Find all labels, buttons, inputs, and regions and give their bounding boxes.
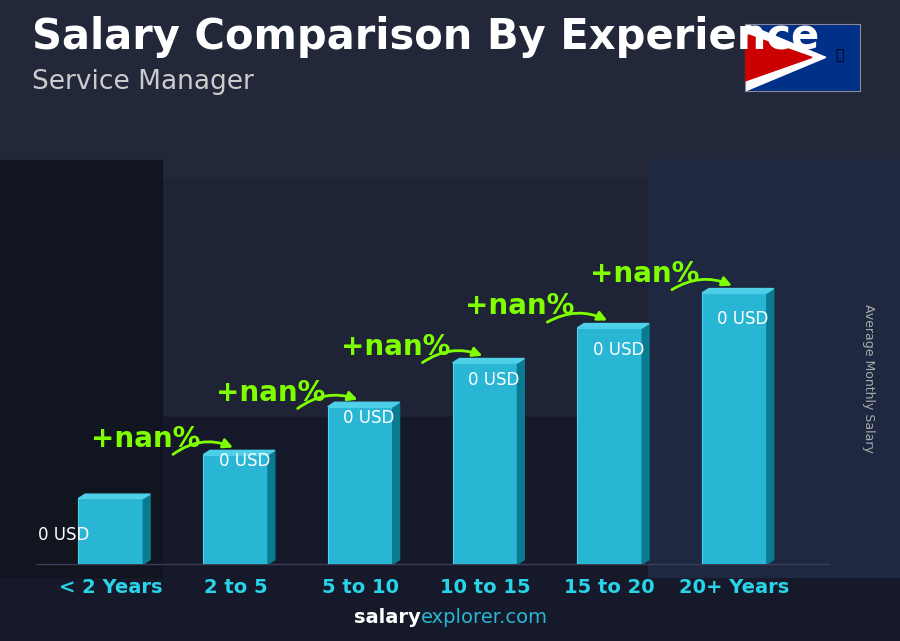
Bar bbox=[0, 417, 900, 641]
Text: 0 USD: 0 USD bbox=[717, 310, 769, 328]
Bar bbox=[0, 0, 900, 179]
Bar bbox=[648, 160, 900, 577]
Bar bbox=[0, 160, 162, 577]
Text: salary: salary bbox=[355, 608, 421, 627]
Text: +nan%: +nan% bbox=[590, 260, 699, 288]
Bar bbox=[702, 293, 767, 564]
Polygon shape bbox=[392, 403, 400, 564]
Polygon shape bbox=[268, 451, 274, 564]
Polygon shape bbox=[577, 324, 649, 328]
Text: +nan%: +nan% bbox=[91, 424, 201, 453]
Polygon shape bbox=[767, 288, 774, 564]
Polygon shape bbox=[643, 324, 649, 564]
Text: +nan%: +nan% bbox=[216, 379, 325, 406]
Polygon shape bbox=[328, 403, 400, 406]
Text: explorer.com: explorer.com bbox=[421, 608, 548, 627]
Text: Service Manager: Service Manager bbox=[32, 69, 254, 95]
Bar bbox=[78, 499, 143, 564]
Bar bbox=[328, 406, 392, 564]
Bar bbox=[453, 363, 518, 564]
Polygon shape bbox=[518, 358, 525, 564]
Text: Average Monthly Salary: Average Monthly Salary bbox=[862, 304, 875, 453]
Bar bbox=[577, 328, 643, 564]
Polygon shape bbox=[78, 494, 150, 499]
Text: +nan%: +nan% bbox=[340, 333, 450, 361]
Bar bbox=[203, 454, 268, 564]
Text: 0 USD: 0 USD bbox=[219, 452, 270, 470]
Polygon shape bbox=[702, 288, 774, 293]
Polygon shape bbox=[745, 34, 812, 81]
Text: 0 USD: 0 USD bbox=[593, 340, 644, 358]
Polygon shape bbox=[453, 358, 525, 363]
Text: 0 USD: 0 USD bbox=[468, 371, 519, 389]
Text: 0 USD: 0 USD bbox=[38, 526, 89, 544]
Text: 0 USD: 0 USD bbox=[343, 409, 395, 427]
Text: 🦅: 🦅 bbox=[835, 48, 844, 62]
Polygon shape bbox=[745, 24, 826, 91]
Bar bbox=[0, 179, 900, 417]
Polygon shape bbox=[203, 451, 274, 454]
Polygon shape bbox=[143, 494, 150, 564]
Text: +nan%: +nan% bbox=[465, 292, 574, 320]
Text: Salary Comparison By Experience: Salary Comparison By Experience bbox=[32, 16, 819, 58]
